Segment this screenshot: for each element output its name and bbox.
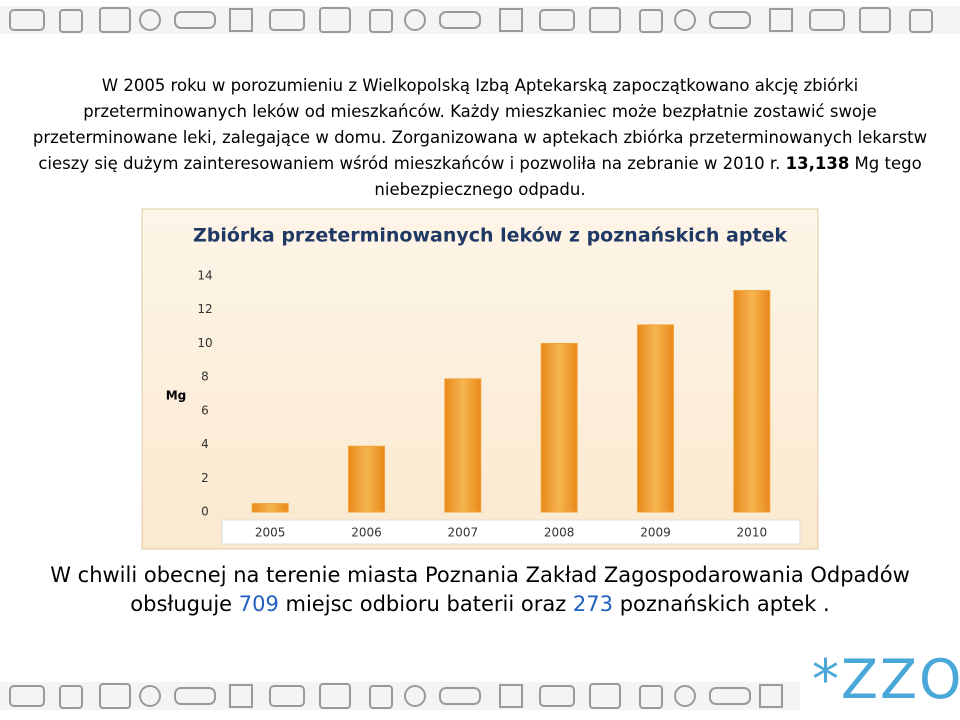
y-axis-label: Mg bbox=[166, 389, 187, 403]
bar bbox=[444, 378, 482, 513]
y-tick-label: 10 bbox=[197, 336, 212, 350]
intro-text: W 2005 roku w porozumieniu z Wielkopolsk… bbox=[20, 73, 940, 203]
footer-decoration bbox=[0, 682, 800, 710]
x-tick-label: 2006 bbox=[351, 526, 382, 540]
y-tick-label: 2 bbox=[201, 471, 209, 485]
y-tick-label: 12 bbox=[197, 302, 212, 316]
y-tick-label: 14 bbox=[197, 269, 212, 283]
bar bbox=[348, 445, 385, 513]
y-tick-label: 8 bbox=[201, 370, 209, 384]
footer-number: 273 bbox=[572, 592, 614, 616]
y-tick-label: 0 bbox=[201, 505, 209, 519]
bar bbox=[733, 290, 771, 513]
footer-text-part: miejsc odbioru baterii oraz bbox=[278, 592, 573, 616]
bar bbox=[540, 342, 578, 513]
x-tick-label: 2008 bbox=[544, 526, 575, 540]
header-decoration bbox=[0, 6, 960, 34]
y-tick-label: 6 bbox=[201, 403, 209, 417]
footer-text-part: poznańskich aptek . bbox=[613, 592, 830, 616]
logo: *ZZO bbox=[812, 648, 960, 711]
x-tick-label: 2007 bbox=[448, 526, 479, 540]
chart-title: Zbiórka przeterminowanych leków z poznań… bbox=[193, 225, 787, 247]
intro-after: Mg tego niebezpiecznego odpadu. bbox=[374, 154, 922, 199]
footer-number: 709 bbox=[238, 592, 279, 616]
x-tick-label: 2010 bbox=[737, 526, 768, 540]
footer-text-part: W chwili obecnej na terenie miasta Pozna… bbox=[50, 563, 910, 616]
y-tick-label: 4 bbox=[201, 437, 209, 451]
x-tick-label: 2009 bbox=[640, 526, 671, 540]
bar bbox=[251, 503, 289, 513]
intro-before: W 2005 roku w porozumieniu z Wielkopolsk… bbox=[32, 76, 928, 173]
footer-text: W chwili obecnej na terenie miasta Pozna… bbox=[40, 561, 920, 619]
intro-highlight: 13,138 bbox=[785, 154, 850, 173]
x-tick-label: 2005 bbox=[255, 526, 286, 540]
bar bbox=[637, 324, 674, 513]
x-axis-box bbox=[221, 519, 801, 545]
